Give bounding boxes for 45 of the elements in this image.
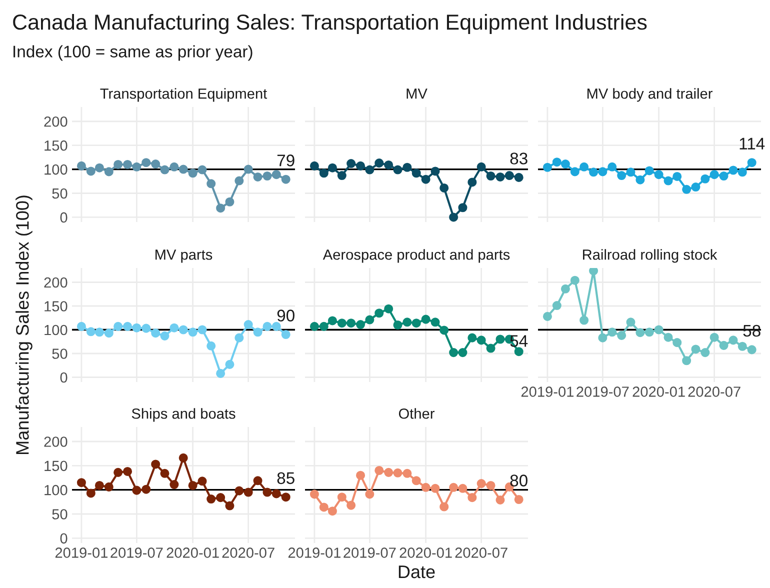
chart-title: Canada Manufacturing Sales: Transportation Equipment Industries bbox=[13, 14, 647, 34]
annotation: 83 bbox=[510, 152, 528, 164]
y-tick-label: 50 bbox=[52, 348, 68, 359]
x-tick-label: 2020-01 bbox=[166, 548, 219, 558]
x-tick-label: 2020-07 bbox=[455, 548, 508, 558]
x-tick-label: 2020-01 bbox=[400, 548, 452, 558]
y-tick-label: 150 bbox=[44, 140, 68, 151]
text: Other bbox=[398, 408, 434, 419]
text: Aerospace product and parts bbox=[322, 249, 510, 263]
y-tick-label: 200 bbox=[44, 116, 68, 127]
annotation: 79 bbox=[277, 154, 294, 166]
y-tick-label: 0 bbox=[60, 212, 68, 223]
y-tick-label: 150 bbox=[44, 301, 68, 312]
chart-subtitle: Index (100 = same as prior year) bbox=[14, 45, 252, 61]
x-tick-label: 2020-07 bbox=[222, 548, 274, 558]
x-tick-label: 2019-07 bbox=[110, 548, 163, 558]
text: MV parts bbox=[156, 250, 212, 263]
y-tick-label: 100 bbox=[44, 324, 68, 336]
y-tick-label: 100 bbox=[44, 164, 68, 175]
x-tick-label: 2019-01 bbox=[521, 386, 574, 397]
text: MV body and trailer bbox=[587, 88, 712, 102]
x-tick-label: 2020-07 bbox=[688, 386, 740, 397]
x-tick-label: 2019-07 bbox=[344, 548, 396, 558]
series-label: Railroad rolling stock bbox=[583, 249, 718, 263]
y-tick-label: 50 bbox=[52, 188, 68, 199]
y-tick-label: 50 bbox=[52, 509, 68, 520]
annotation: 90 bbox=[277, 310, 294, 322]
y-axis-title: Manufacturing Sales Index (100) bbox=[16, 196, 32, 454]
y-tick-label: 200 bbox=[44, 436, 68, 447]
annotation: 80 bbox=[510, 474, 528, 486]
x-tick-label: 2019-01 bbox=[55, 548, 108, 558]
x-axis-title: Date bbox=[398, 566, 435, 578]
x-tick-label: 2019-07 bbox=[576, 386, 629, 397]
y-tick-label: 0 bbox=[60, 533, 68, 544]
y-tick-label: 0 bbox=[60, 372, 68, 383]
annotation: 114 bbox=[740, 138, 765, 150]
x-tick-label: 2020-01 bbox=[632, 386, 685, 397]
y-tick-label: 100 bbox=[44, 484, 68, 496]
annotation: 85 bbox=[277, 472, 294, 484]
y-tick-label: 150 bbox=[44, 460, 68, 472]
text: MV bbox=[406, 88, 428, 99]
x-tick-label: 2019-01 bbox=[288, 548, 341, 558]
text: Ships and boats bbox=[132, 408, 236, 422]
text: Transportation Equipment bbox=[100, 88, 268, 102]
y-tick-label: 200 bbox=[44, 277, 68, 288]
